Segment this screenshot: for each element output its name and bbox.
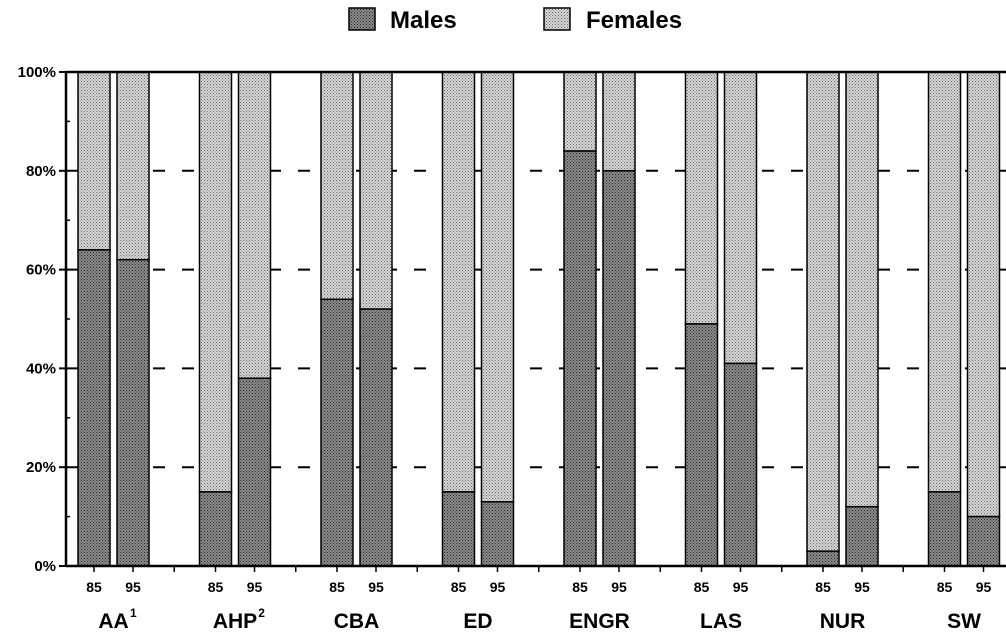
bar-females-nur-85 [806,71,840,552]
legend-label-females: Females [586,7,682,34]
bar-males-ahp-95 [237,377,272,567]
bar-females-nur-95 [845,71,879,508]
y-tick-label-80: 80% [26,163,56,180]
group-superscript: 2 [258,606,265,620]
group-label-cba: CBA [334,610,380,633]
year-label: 95 [976,579,992,595]
bar-males-las-95 [723,362,758,567]
bar-males-cba-85 [320,298,354,567]
year-label: 95 [490,579,506,595]
bar-females-ahp-85 [198,71,233,493]
bar-females-aa-95 [116,71,150,261]
year-label: 95 [611,579,627,595]
year-label: 85 [208,579,224,595]
bar-females-aa-85 [77,71,111,251]
bar-females-cba-85 [320,71,354,300]
y-tick-label-60: 60% [26,262,56,279]
year-label: 85 [572,579,588,595]
year-label: 95 [733,579,749,595]
group-label-ahp: AHP [213,610,257,633]
bar-females-engr-95 [602,71,636,172]
bar-males-sw-95 [966,515,1001,567]
bar-males-ed-95 [480,501,515,567]
bar-males-cba-95 [359,308,393,567]
bar-males-las-85 [684,323,719,567]
legend-swatch-females [543,7,571,31]
bar-females-sw-95 [966,71,1001,518]
y-tick-label-40: 40% [26,360,56,377]
group-label-las: LAS [700,610,742,633]
bar-males-engr-95 [602,170,636,567]
bar-females-ahp-95 [237,71,272,380]
group-superscript: 1 [130,606,137,620]
year-label: 85 [815,579,831,595]
year-label: 95 [247,579,263,595]
year-label: 95 [368,579,384,595]
y-tick-label-20: 20% [26,459,56,476]
bar-females-engr-85 [563,71,597,152]
bar-females-cba-95 [359,71,393,310]
year-label: 95 [854,579,870,595]
bar-males-engr-85 [563,150,597,567]
labels: 85 95 AA 1 85 95 AHP 2 85 95 CBA 85 95 ED 85 95 ENGR 85 95… [18,64,992,633]
group-label-ed: ED [463,610,492,633]
bar-females-sw-85 [927,71,962,493]
year-label: 85 [329,579,345,595]
year-label: 85 [86,579,102,595]
bar-males-sw-85 [927,491,962,567]
group-label-sw: SW [947,610,981,633]
year-label: 85 [694,579,710,595]
bar-males-aa-95 [116,258,150,567]
bar-males-aa-85 [77,249,111,567]
y-tick-label-100: 100% [18,64,56,81]
group-label-nur: NUR [820,610,866,633]
axes [59,70,1006,572]
legend: Males Females [348,7,682,34]
y-tick-label-0: 0% [34,558,56,575]
group-label-engr: ENGR [569,610,630,633]
legend-label-males: Males [390,7,457,34]
bar-males-nur-85 [806,550,840,567]
bar-females-las-95 [723,71,758,365]
group-label-aa: AA [98,610,128,633]
legend-swatch-males [348,7,376,31]
bar-females-ed-85 [441,71,476,493]
bars [77,71,1001,567]
year-label: 85 [937,579,953,595]
bar-females-ed-95 [480,71,515,503]
year-label: 95 [125,579,141,595]
bar-females-las-85 [684,71,719,325]
bar-males-nur-95 [845,505,879,567]
bar-males-ahp-85 [198,491,233,567]
year-label: 85 [451,579,467,595]
bar-males-ed-85 [441,491,476,567]
